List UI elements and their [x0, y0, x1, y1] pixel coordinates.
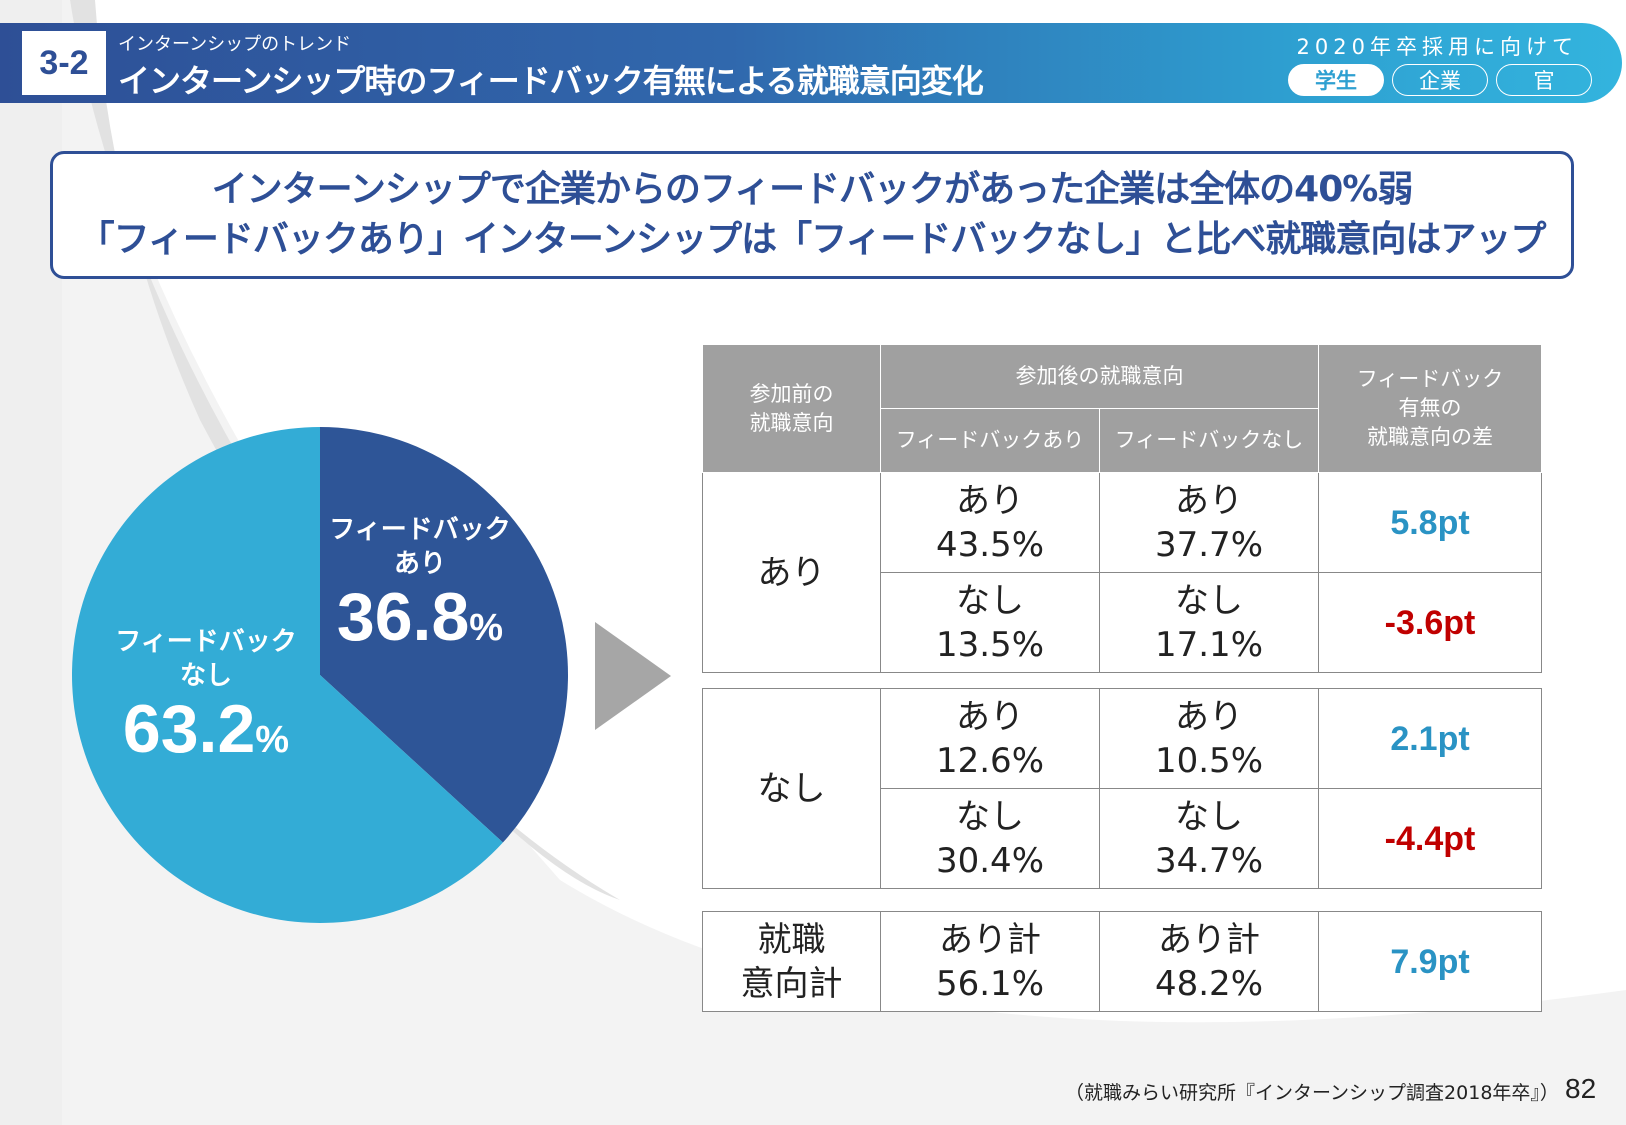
cell-after-label: なし	[956, 796, 1024, 837]
pie-label-with-feedback-line2: あり	[393, 549, 446, 579]
tab-government[interactable]: 官	[1496, 64, 1592, 96]
cell-value: 10.5%	[1154, 740, 1263, 781]
tab-company[interactable]: 企業	[1392, 64, 1488, 96]
cell-without-feedback: あり 10.5%	[1099, 688, 1319, 789]
header-diff-line2: 有無の	[1398, 396, 1462, 420]
cell-with-feedback: なし 13.5%	[880, 572, 1100, 673]
pie-value-unit: %	[255, 719, 290, 761]
total-diff: 7.9pt	[1318, 911, 1542, 1012]
pie-value-without-feedback: 63.2%	[106, 693, 306, 776]
pie-label-with-feedback: フィードバック あり 36.8%	[320, 513, 520, 664]
headline-line-2: 「フィードバックあり」インターンシップは「フィードバックなし」と比べ就職意向はア…	[78, 219, 1547, 260]
table-row: なし 30.4% なし 34.7% -4.4pt	[703, 788, 1542, 889]
pie-value-without-feedback-number: 63.2	[122, 691, 256, 767]
cell-value: 56.1%	[935, 963, 1044, 1004]
header-without-feedback: フィードバックなし	[1099, 408, 1319, 473]
result-table-before-yes: 参加前の 就職意向 参加後の就職意向 フィードバック 有無の 就職意向の差 フィ…	[702, 344, 1542, 673]
headline-line-1: インターンシップで企業からのフィードバックがあった企業は全体の40%弱	[211, 169, 1414, 210]
header-subtitle: インターンシップのトレンド	[118, 34, 352, 55]
cell-diff: -3.6pt	[1318, 572, 1542, 673]
result-table-before-no: なし あり 12.6% あり 10.5% 2.1pt なし 30.4% なし 34.7%…	[702, 688, 1542, 889]
result-table-total: 就職 意向計 あり計 56.1% あり計 48.2% 7.9pt	[702, 911, 1542, 1012]
group-label-yes: あり	[702, 472, 881, 673]
cell-value: 37.7%	[1154, 524, 1263, 565]
cell-value: 13.5%	[935, 624, 1044, 665]
cell-value: 34.7%	[1154, 840, 1263, 881]
header-diff-line1: フィードバック	[1356, 367, 1504, 391]
total-with-feedback: あり計 56.1%	[880, 911, 1100, 1012]
pie-chart: フィードバック あり 36.8% フィードバック なし 63.2%	[70, 425, 570, 925]
cell-with-feedback: あり 43.5%	[880, 472, 1100, 573]
table-row-total: 就職 意向計 あり計 56.1% あり計 48.2% 7.9pt	[702, 911, 1542, 1012]
page-number: 82	[1565, 1073, 1597, 1104]
cell-after-label: なし	[1175, 580, 1243, 621]
cell-after-label: なし	[956, 580, 1024, 621]
audience-tabs: 学生 企業 官	[1288, 64, 1592, 96]
pie-slice-with-feedback	[320, 427, 568, 843]
header-after-intent: 参加後の就職意向	[880, 344, 1319, 409]
source-note: （就職みらい研究所『インターンシップ調査2018年卒』）	[1065, 1082, 1559, 1104]
header-with-feedback: フィードバックあり	[880, 408, 1100, 473]
cell-without-feedback: なし 34.7%	[1099, 788, 1319, 889]
arrow-right-icon	[595, 622, 671, 730]
total-without-feedback: あり計 48.2%	[1099, 911, 1319, 1012]
header-before-line1: 参加前の	[749, 381, 834, 406]
pie-value-with-feedback: 36.8%	[320, 581, 520, 664]
pie-label-with-feedback-line1: フィードバック	[329, 515, 511, 545]
headline-box: インターンシップで企業からのフィードバックがあった企業は全体の40%弱 「フィー…	[50, 151, 1574, 279]
cell-after-label: あり	[1175, 480, 1243, 521]
cell-value: 12.6%	[935, 740, 1044, 781]
cell-value: 48.2%	[1154, 963, 1263, 1004]
pie-slice-without-feedback	[71, 427, 503, 923]
series-label: 2020年卒採用に向けて	[1296, 35, 1578, 59]
cell-diff: -4.4pt	[1318, 788, 1542, 889]
page-title: インターンシップ時のフィードバック有無による就職意向変化	[118, 62, 984, 100]
table-row: あり あり 43.5% あり 37.7% 5.8pt	[702, 472, 1542, 673]
cell-after-label: あり計	[1158, 919, 1260, 960]
cell-after-label: あり	[1175, 696, 1243, 737]
cell-after-label: あり	[956, 480, 1024, 521]
pie-svg	[71, 427, 568, 923]
header-before-intent: 参加前の 就職意向	[702, 344, 881, 473]
table-row: なし 13.5% なし 17.1% -3.6pt	[703, 572, 1542, 673]
cell-without-feedback: なし 17.1%	[1099, 572, 1319, 673]
cell-value: 30.4%	[935, 840, 1044, 881]
group-label-no: なし	[702, 688, 881, 889]
table-row: なし あり 12.6% あり 10.5% 2.1pt	[702, 688, 1542, 889]
header-diff-line3: 就職意向の差	[1367, 425, 1493, 449]
cell-value: 43.5%	[935, 524, 1044, 565]
cell-without-feedback: あり 37.7%	[1099, 472, 1319, 573]
tab-student[interactable]: 学生	[1288, 64, 1384, 96]
total-label-line2: 意向計	[740, 963, 843, 1004]
total-label-line1: 就職	[757, 919, 826, 960]
cell-after-label: なし	[1175, 796, 1243, 837]
total-label: 就職 意向計	[702, 911, 881, 1012]
pie-label-without-feedback: フィードバック なし 63.2%	[106, 625, 306, 776]
pie-label-without-feedback-line1: フィードバック	[115, 627, 297, 657]
header-before-line2: 就職意向	[749, 410, 834, 435]
pie-value-unit: %	[469, 607, 504, 649]
cell-value: 17.1%	[1154, 624, 1263, 665]
header-banner: 3-2 インターンシップのトレンド インターンシップ時のフィードバック有無による…	[0, 23, 1622, 103]
cell-after-label: あり	[956, 696, 1024, 737]
cell-with-feedback: あり 12.6%	[880, 688, 1100, 789]
pie-value-with-feedback-number: 36.8	[336, 579, 470, 655]
header-diff: フィードバック 有無の 就職意向の差	[1318, 344, 1542, 473]
cell-diff: 2.1pt	[1318, 688, 1542, 789]
cell-with-feedback: なし 30.4%	[880, 788, 1100, 889]
cell-after-label: あり計	[939, 919, 1041, 960]
section-number: 3-2	[22, 31, 106, 95]
pie-label-without-feedback-line2: なし	[179, 661, 232, 691]
cell-diff: 5.8pt	[1318, 472, 1542, 573]
